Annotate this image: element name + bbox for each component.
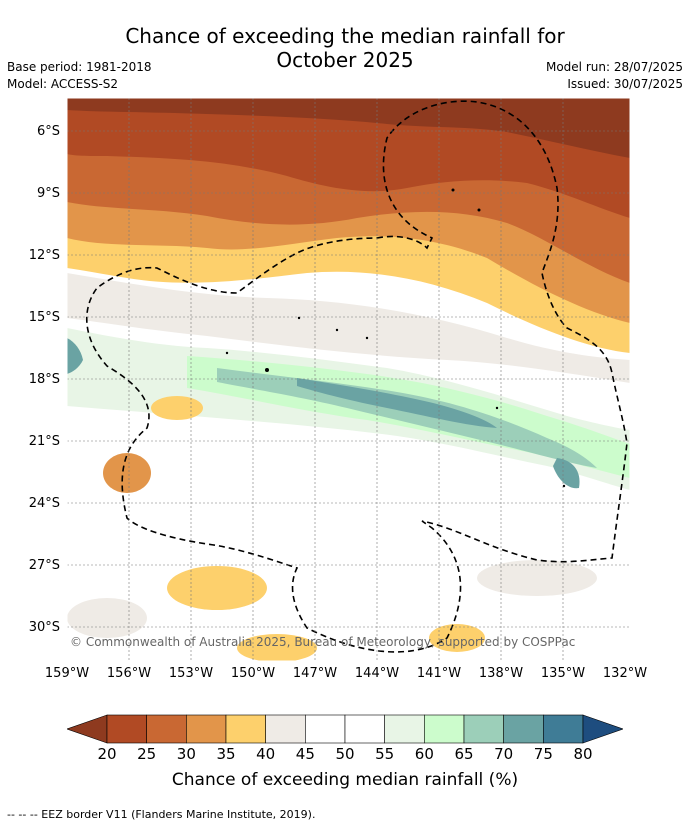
lat-tick: 12°S [28, 248, 60, 263]
island [297, 316, 301, 320]
patch-dry-west [103, 453, 151, 493]
colorbar-segment [344, 714, 385, 744]
lon-tick: 150°W [230, 666, 276, 681]
colorbar-segment [106, 714, 147, 744]
colorbar-tick: 40 [256, 745, 276, 763]
eez-legend: -- -- -- EEZ border V11 (Flanders Marine… [7, 808, 316, 821]
colorbar-segment [186, 714, 227, 744]
model-name: Model: ACCESS-S2 [7, 77, 119, 91]
patch-70-75-east [553, 458, 580, 489]
meta-left: Base period: 1981-2018 Model: ACCESS-S2 [7, 59, 152, 93]
patch-dry-mid [151, 396, 203, 420]
lon-tick: 138°W [478, 666, 524, 681]
colorbar-segment [305, 714, 346, 744]
eez-border [86, 100, 628, 653]
lat-tick: 15°S [28, 310, 60, 325]
colorbar-segment [67, 714, 108, 744]
island [335, 328, 339, 332]
meta-right: Model run: 28/07/2025 Issued: 30/07/2025 [546, 59, 683, 93]
lon-tick: 132°W [602, 666, 648, 681]
patch-neutral-sw [67, 598, 147, 638]
island [451, 188, 455, 192]
island [225, 351, 229, 355]
lon-tick: 153°W [168, 666, 214, 681]
band-40-45 [67, 273, 630, 383]
map-gridlines [67, 98, 630, 661]
lat-tick: 9°S [36, 186, 60, 201]
colorbar-segment [146, 714, 187, 744]
lon-tick: 144°W [354, 666, 400, 681]
lon-tick: 159°W [44, 666, 90, 681]
lon-tick: 135°W [540, 666, 586, 681]
patch-dry-south [167, 566, 267, 610]
colorbar-segment [463, 714, 504, 744]
colorbar-tick: 20 [97, 745, 117, 763]
model-run: Model run: 28/07/2025 [545, 60, 683, 74]
colorbar-segment [384, 714, 425, 744]
colorbar [67, 714, 623, 744]
colorbar-segment [503, 714, 544, 744]
colorbar-segment [265, 714, 306, 744]
base-period: Base period: 1981-2018 [7, 60, 152, 74]
patch-dry-south-east [429, 624, 485, 652]
issued-date: Issued: 30/07/2025 [567, 77, 683, 91]
island [477, 208, 481, 212]
band-65-70 [217, 368, 597, 468]
island [562, 484, 566, 488]
colorbar-segment [582, 714, 623, 744]
lat-tick: 24°S [28, 496, 60, 511]
patch-neutral-se [477, 560, 597, 596]
lat-tick: 6°S [36, 124, 60, 139]
colorbar-tick: 45 [295, 745, 315, 763]
rainfall-map [67, 98, 630, 661]
colorbar-segments [67, 714, 623, 744]
colorbar-tick: 50 [335, 745, 355, 763]
patch-70-75-west [67, 338, 83, 374]
lat-tick: 30°S [28, 620, 60, 635]
island [365, 336, 369, 340]
copyright-text: © Commonwealth of Australia 2025, Bureau… [70, 635, 576, 649]
lat-tick: 27°S [28, 558, 60, 573]
colorbar-tick: 75 [533, 745, 553, 763]
colorbar-segment [543, 714, 584, 744]
colorbar-tick: 55 [375, 745, 395, 763]
lon-tick: 156°W [106, 666, 152, 681]
lon-tick: 141°W [416, 666, 462, 681]
patch-dry-bottom [237, 634, 317, 661]
colorbar-tick: 70 [494, 745, 514, 763]
island [265, 368, 269, 372]
colorbar-tick: 25 [137, 745, 157, 763]
title-line-1: Chance of exceeding the median rainfall … [125, 24, 565, 48]
band-below-20 [67, 98, 630, 158]
band-70-75 [297, 378, 497, 428]
colorbar-segment [424, 714, 465, 744]
colorbar-tick: 60 [414, 745, 434, 763]
colorbar-tick: 65 [454, 745, 474, 763]
islands [225, 188, 566, 488]
lat-tick: 18°S [28, 372, 60, 387]
colorbar-tick: 30 [176, 745, 196, 763]
colorbar-label: Chance of exceeding median rainfall (%) [171, 770, 519, 790]
title-line-2: October 2025 [276, 48, 414, 72]
lat-tick: 21°S [28, 434, 60, 449]
island [495, 406, 499, 410]
lon-tick: 147°W [292, 666, 338, 681]
colorbar-segment [225, 714, 266, 744]
colorbar-tick: 80 [573, 745, 593, 763]
colorbar-tick: 35 [216, 745, 236, 763]
map-title: Chance of exceeding the median rainfall … [0, 24, 690, 72]
